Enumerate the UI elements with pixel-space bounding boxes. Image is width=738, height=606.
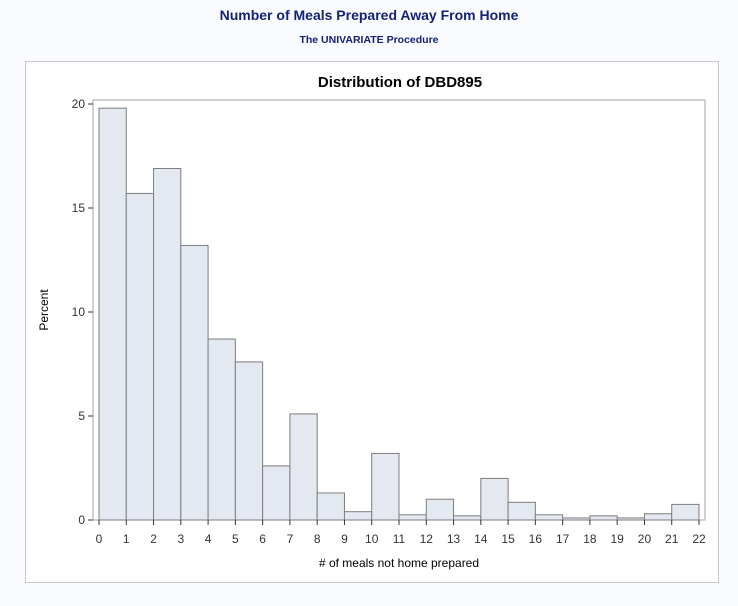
x-tick-label: 11 xyxy=(393,532,406,546)
x-tick-label: 21 xyxy=(665,532,679,546)
page-subtitle: The UNIVARIATE Procedure xyxy=(299,34,439,46)
bars-group xyxy=(98,107,700,521)
histogram-bar xyxy=(643,513,673,521)
x-tick-label: 20 xyxy=(638,532,652,546)
x-axis-title: # of meals not home prepared xyxy=(319,556,479,570)
histogram-bar xyxy=(671,503,700,521)
histogram-bar xyxy=(616,517,645,521)
x-tick-label: 5 xyxy=(232,532,239,546)
histogram-bar xyxy=(562,517,591,521)
chart-title: Distribution of DBD895 xyxy=(318,74,482,91)
x-tick-label: 15 xyxy=(501,532,515,546)
x-tick-label: 14 xyxy=(474,532,488,546)
x-tick-label: 13 xyxy=(447,532,461,546)
y-tick-label: 0 xyxy=(78,513,85,527)
x-tick-label: 0 xyxy=(96,532,103,546)
histogram-bar xyxy=(98,107,127,521)
histogram-bar xyxy=(262,465,291,521)
x-tick-label: 9 xyxy=(341,532,348,546)
x-tick-label: 6 xyxy=(259,532,266,546)
x-tick-label: 16 xyxy=(529,532,543,546)
histogram-bar xyxy=(534,514,564,521)
y-axis-title: Percent xyxy=(37,289,51,331)
x-tick-label: 8 xyxy=(314,532,321,546)
y-tick-label: 10 xyxy=(72,305,86,319)
histogram-bar xyxy=(589,515,618,521)
x-tick-label: 7 xyxy=(287,532,294,546)
x-tick-label: 12 xyxy=(420,532,434,546)
histogram-bar xyxy=(207,338,236,521)
y-axis: 0 5 10 15 20 xyxy=(72,97,93,527)
x-tick-label: 18 xyxy=(583,532,597,546)
histogram-bar xyxy=(371,452,400,521)
y-tick-label: 15 xyxy=(72,201,86,215)
x-tick-label: 3 xyxy=(177,532,184,546)
y-tick-label: 20 xyxy=(72,97,86,111)
histogram-bar xyxy=(316,492,345,521)
histogram-bar xyxy=(125,192,155,521)
x-tick-label: 22 xyxy=(692,532,706,546)
x-tick-label: 10 xyxy=(365,532,379,546)
histogram-bar xyxy=(234,361,264,521)
histogram-bar xyxy=(425,498,455,521)
histogram-bar xyxy=(180,244,209,521)
histogram-bar xyxy=(289,413,318,521)
x-tick-label: 4 xyxy=(205,532,212,546)
x-tick-label: 1 xyxy=(123,532,130,546)
histogram-bar xyxy=(343,511,373,521)
histogram-bar xyxy=(480,477,509,521)
y-tick-label: 5 xyxy=(78,409,85,423)
histogram-bar xyxy=(153,167,182,521)
x-tick-label: 17 xyxy=(556,532,570,546)
x-tick-label: 2 xyxy=(150,532,157,546)
histogram-bar xyxy=(398,514,427,521)
page-title: Number of Meals Prepared Away From Home xyxy=(219,7,519,23)
histogram-bar xyxy=(507,501,536,521)
x-tick-label: 19 xyxy=(611,532,625,546)
histogram-bar xyxy=(453,515,482,521)
x-axis: 0 1 2 3 4 5 6 7 8 9 10 11 12 13 14 15 16 17 18 19 20 21 22 xyxy=(96,520,706,546)
